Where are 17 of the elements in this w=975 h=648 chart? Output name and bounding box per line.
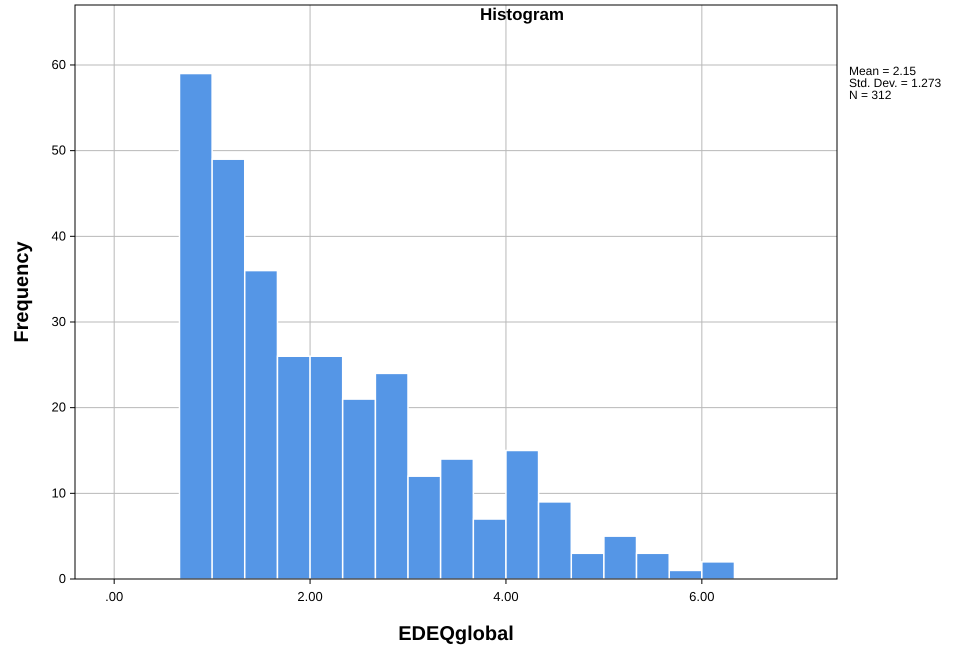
y-tick-label: 30 <box>52 314 66 329</box>
text: Std. Dev. = 1.273 <box>849 76 942 90</box>
y-axis-title: Frequency <box>11 240 33 343</box>
x-tick-label: 2.00 <box>297 589 323 604</box>
y-tick-label: 0 <box>58 571 66 586</box>
x-tick-label: 4.00 <box>493 589 519 604</box>
text: Mean = 2.15 <box>849 64 916 78</box>
y-tick-label: 40 <box>52 228 66 244</box>
x-tick-label: .00 <box>105 589 124 604</box>
x-axis-title: EDEQglobal <box>398 623 514 645</box>
text: N = 312 <box>849 88 892 102</box>
y-tick-label: 10 <box>52 485 66 500</box>
chart-title: Histogram <box>480 5 564 24</box>
y-tick-label: 20 <box>52 400 66 415</box>
y-tick-label: 50 <box>52 142 66 158</box>
y-tick-label: 60 <box>52 56 66 72</box>
x-tick-label: 6.00 <box>689 589 714 604</box>
